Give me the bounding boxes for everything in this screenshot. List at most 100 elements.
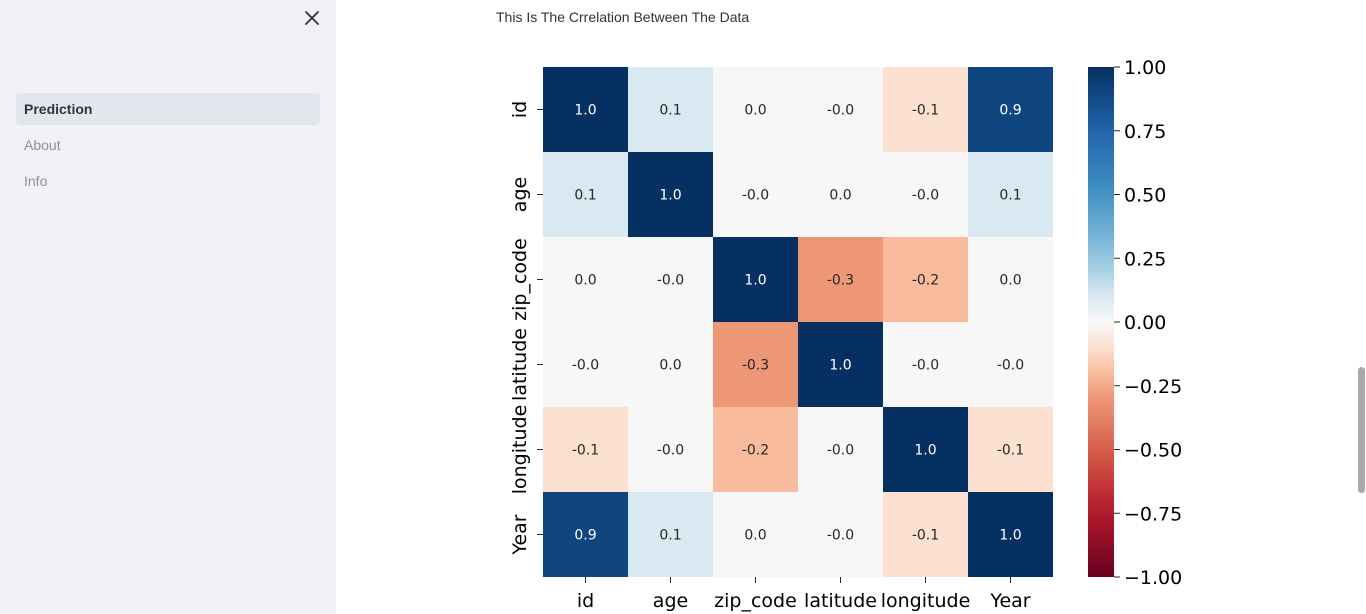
cell-annotation: 1.0 <box>914 443 936 459</box>
colorbar-tick-label: 0.75 <box>1124 121 1166 143</box>
cell-annotation: -0.0 <box>827 103 854 119</box>
cell-annotation: 0.0 <box>659 358 681 374</box>
sidebar: Prediction About Info <box>0 0 336 614</box>
nav-item-info[interactable]: Info <box>24 173 48 189</box>
close-icon <box>305 11 319 25</box>
cell-annotation: 1.0 <box>744 273 766 289</box>
heatmap-cell <box>798 322 883 407</box>
heatmap-cell <box>628 152 713 237</box>
cell-annotation: -0.1 <box>912 528 939 544</box>
heatmap-cell <box>628 492 713 577</box>
y-tick-label: age <box>509 177 531 212</box>
heatmap-cell <box>883 407 968 492</box>
cell-annotation: 0.0 <box>829 188 851 204</box>
x-tick-label: id <box>577 590 594 612</box>
heatmap-cell <box>883 237 968 322</box>
cell-annotation: -0.2 <box>912 273 939 289</box>
y-tick-label: latitude <box>509 328 531 401</box>
close-sidebar-button[interactable] <box>300 6 324 30</box>
colorbar-tick-label: −1.00 <box>1124 567 1182 589</box>
cell-annotation: -0.0 <box>657 273 684 289</box>
heatmap-cell <box>628 237 713 322</box>
heatmap-cell <box>968 492 1053 577</box>
cell-annotation: 1.0 <box>574 103 596 119</box>
cell-annotation: -0.1 <box>572 443 599 459</box>
heatmap-cell <box>628 407 713 492</box>
heatmap-cell <box>713 407 798 492</box>
cell-annotation: -0.0 <box>997 358 1024 374</box>
cell-annotation: 0.0 <box>744 528 766 544</box>
heatmap-cell <box>968 407 1053 492</box>
cell-annotation: -0.0 <box>827 443 854 459</box>
heatmap-cell <box>713 237 798 322</box>
heatmap-cell <box>628 322 713 407</box>
colorbar-tick-label: 0.25 <box>1124 248 1166 270</box>
nav-item-about[interactable]: About <box>24 137 61 153</box>
cell-annotation: 0.1 <box>659 103 681 119</box>
heatmap-cell <box>543 152 628 237</box>
heatmap-cell <box>883 67 968 152</box>
cell-annotation: 0.1 <box>659 528 681 544</box>
heatmap-cell <box>968 237 1053 322</box>
colorbar-tick-label: −0.25 <box>1124 376 1182 398</box>
cell-annotation: 0.9 <box>999 103 1021 119</box>
cell-annotation: -0.3 <box>827 273 854 289</box>
cell-annotation: 0.0 <box>744 103 766 119</box>
cell-annotation: 0.0 <box>574 273 596 289</box>
cell-annotation: -0.0 <box>657 443 684 459</box>
nav-item-prediction[interactable]: Prediction <box>16 93 320 125</box>
heatmap-cell <box>968 152 1053 237</box>
x-tick-label: Year <box>989 590 1030 612</box>
heatmap-cell <box>798 407 883 492</box>
heatmap-cell <box>798 492 883 577</box>
y-tick-label: id <box>509 101 531 118</box>
x-tick-label: age <box>653 590 688 612</box>
heatmap-cell <box>543 322 628 407</box>
sidebar-nav: Prediction About Info <box>16 93 320 201</box>
heatmap-cell <box>628 67 713 152</box>
y-tick-label: longitude <box>509 405 531 495</box>
cell-annotation: -0.1 <box>912 103 939 119</box>
x-tick-label: latitude <box>804 590 877 612</box>
heatmap-cell <box>968 322 1053 407</box>
colorbar-tick-label: −0.75 <box>1124 503 1182 525</box>
y-tick-label: zip_code <box>509 238 531 321</box>
cell-annotation: -0.0 <box>912 358 939 374</box>
heatmap-cell <box>883 492 968 577</box>
heatmap-cell <box>713 492 798 577</box>
colorbar-tick-label: 0.00 <box>1124 312 1166 334</box>
cell-annotation: 1.0 <box>999 528 1021 544</box>
heatmap-cell <box>798 67 883 152</box>
cell-annotation: -0.2 <box>742 443 769 459</box>
x-tick-label: zip_code <box>714 590 797 612</box>
cell-annotation: -0.0 <box>572 358 599 374</box>
heatmap-cell <box>713 67 798 152</box>
correlation-heatmap: 1.0 0.1 0.0 -0.0 -0.1 0.9 0.1 1.0 -0.0 0.0 -0.0 0.1… <box>509 57 1182 612</box>
cell-annotation: 0.0 <box>999 273 1021 289</box>
page-scrollbar[interactable] <box>1358 367 1365 493</box>
heatmap-cell <box>713 152 798 237</box>
y-tick-label: Year <box>509 514 531 555</box>
cell-annotation: -0.3 <box>742 358 769 374</box>
cell-annotation: -0.0 <box>742 188 769 204</box>
colorbar-tick-label: −0.50 <box>1124 440 1182 462</box>
cell-annotation: 0.1 <box>999 188 1021 204</box>
heatmap-cell <box>543 237 628 322</box>
heatmap-cell <box>968 67 1053 152</box>
colorbar-tick-label: 1.00 <box>1124 57 1166 79</box>
heatmap-cell <box>798 152 883 237</box>
cell-annotation: 1.0 <box>829 358 851 374</box>
heatmap-cell <box>798 237 883 322</box>
heatmap-cell <box>713 322 798 407</box>
heatmap-cell <box>883 152 968 237</box>
x-tick-label: longitude <box>881 590 971 612</box>
chart-caption: This Is The Crrelation Between The Data <box>496 9 750 25</box>
cell-annotation: -0.1 <box>997 443 1024 459</box>
cell-annotation: 1.0 <box>659 188 681 204</box>
cell-annotation: -0.0 <box>827 528 854 544</box>
heatmap-cell <box>543 492 628 577</box>
cell-annotation: 0.1 <box>574 188 596 204</box>
heatmap-cell <box>883 322 968 407</box>
colorbar-tick-label: 0.50 <box>1124 185 1166 207</box>
cell-annotation: 0.9 <box>574 528 596 544</box>
